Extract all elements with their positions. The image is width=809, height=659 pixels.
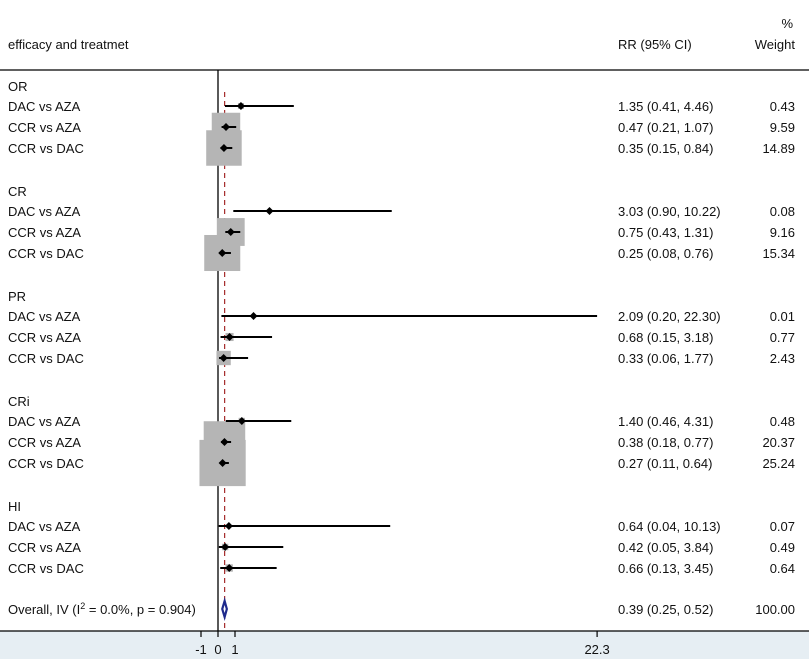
row-label: DAC vs AZA (8, 519, 81, 534)
point-estimate (226, 228, 235, 236)
marks-layer (199, 70, 598, 631)
row-label: DAC vs AZA (8, 309, 81, 324)
overall-weight-text: 100.00 (755, 602, 795, 617)
header-study-label: efficacy and treatmet (8, 37, 129, 52)
weight-text: 0.01 (770, 309, 795, 324)
ci-text: 0.42 (0.05, 3.84) (618, 540, 713, 555)
point-estimate (225, 564, 234, 572)
point-estimate (249, 312, 258, 320)
point-estimate (221, 543, 230, 551)
point-estimate (220, 438, 229, 446)
ci-text: 2.09 (0.20, 22.30) (618, 309, 721, 324)
row-label: DAC vs AZA (8, 204, 81, 219)
row-label: CCR vs DAC (8, 351, 84, 366)
row-label: CCR vs DAC (8, 456, 84, 471)
overall-label: Overall, IV (I2 = 0.0%, p = 0.904) (8, 601, 196, 617)
point-estimate (225, 333, 234, 341)
row-label: CCR vs DAC (8, 246, 84, 261)
weight-text: 0.77 (770, 330, 795, 345)
ci-text: 3.03 (0.90, 10.22) (618, 204, 721, 219)
x-tick-label: 0 (214, 642, 221, 657)
weight-text: 9.59 (770, 120, 795, 135)
group-label: OR (8, 79, 28, 94)
weight-text: 15.34 (762, 246, 795, 261)
row-label: DAC vs AZA (8, 414, 81, 429)
weight-text: 0.48 (770, 414, 795, 429)
point-estimate (218, 459, 227, 467)
row-label: CCR vs AZA (8, 540, 81, 555)
weight-text: 9.16 (770, 225, 795, 240)
ci-text: 0.38 (0.18, 0.77) (618, 435, 713, 450)
point-estimates (218, 102, 274, 572)
ci-text: 0.66 (0.13, 3.45) (618, 561, 713, 576)
group-label: HI (8, 499, 21, 514)
ci-text: 0.47 (0.21, 1.07) (618, 120, 713, 135)
row-label: CCR vs DAC (8, 561, 84, 576)
ci-text: 0.33 (0.06, 1.77) (618, 351, 713, 366)
weight-text: 0.07 (770, 519, 795, 534)
group-label: CRi (8, 394, 30, 409)
point-estimate (224, 522, 233, 530)
header-weight-percent: % (781, 16, 793, 31)
weight-text: 2.43 (770, 351, 795, 366)
weight-text: 14.89 (762, 141, 795, 156)
ci-text: 0.25 (0.08, 0.76) (618, 246, 713, 261)
weight-text: 0.49 (770, 540, 795, 555)
point-estimate (236, 102, 245, 110)
weight-text: 25.24 (762, 456, 795, 471)
text-layer: OR DAC vs AZA 1.35 (0.41, 4.46) 0.43 CCR vs … (8, 79, 795, 617)
x-tick-label: -1 (195, 642, 207, 657)
row-label: CCR vs AZA (8, 435, 81, 450)
x-tick-label: 1 (231, 642, 238, 657)
weight-text: 20.37 (762, 435, 795, 450)
ci-text: 1.40 (0.46, 4.31) (618, 414, 713, 429)
ci-text: 0.68 (0.15, 3.18) (618, 330, 713, 345)
point-estimate (219, 354, 228, 362)
row-label: CCR vs AZA (8, 225, 81, 240)
axis-band (0, 631, 809, 659)
ci-text: 0.35 (0.15, 0.84) (618, 141, 713, 156)
row-label: CCR vs AZA (8, 120, 81, 135)
weight-text: 0.64 (770, 561, 795, 576)
overall-diamond (221, 597, 228, 621)
overall-ci-text: 0.39 (0.25, 0.52) (618, 602, 713, 617)
point-estimate (221, 123, 230, 131)
x-tick-label: 22.3 (584, 642, 609, 657)
point-estimate (219, 144, 228, 152)
x-axis: -1 0 1 22.3 (195, 631, 610, 657)
ci-text: 0.64 (0.04, 10.13) (618, 519, 721, 534)
weight-text: 0.08 (770, 204, 795, 219)
point-estimate (265, 207, 274, 215)
header-rr-label: RR (95% CI) (618, 37, 692, 52)
group-label: CR (8, 184, 27, 199)
row-label: CCR vs DAC (8, 141, 84, 156)
point-estimate (218, 249, 227, 257)
group-label: PR (8, 289, 26, 304)
row-label: DAC vs AZA (8, 99, 81, 114)
row-label: CCR vs AZA (8, 330, 81, 345)
weight-text: 0.43 (770, 99, 795, 114)
header-weight-label: Weight (755, 37, 796, 52)
ci-text: 1.35 (0.41, 4.46) (618, 99, 713, 114)
point-estimate (237, 417, 246, 425)
ci-text: 0.27 (0.11, 0.64) (618, 456, 712, 471)
ci-text: 0.75 (0.43, 1.31) (618, 225, 713, 240)
